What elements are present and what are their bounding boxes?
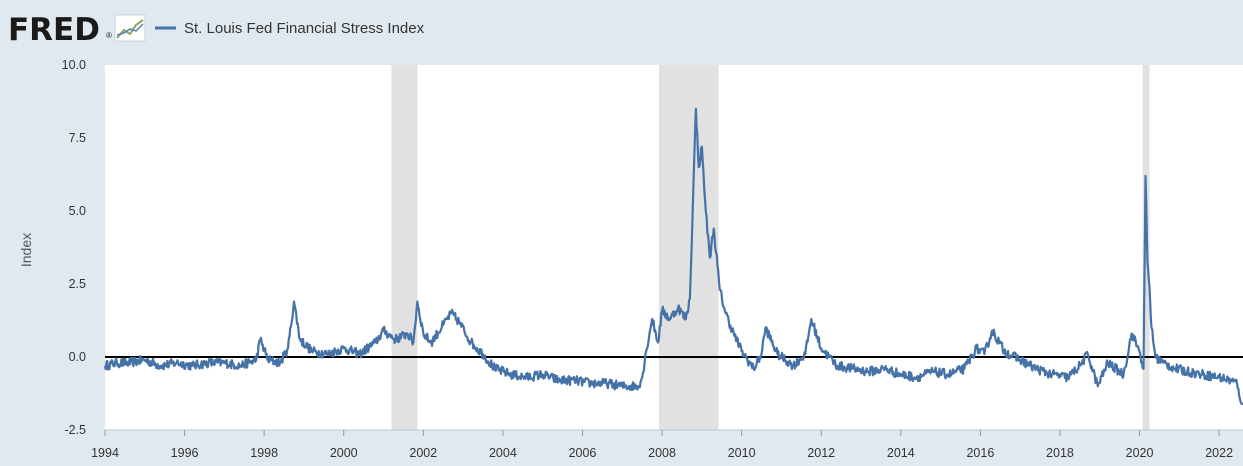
y-tick-label: 0.0: [69, 350, 86, 364]
x-tick-label: 2006: [569, 446, 597, 460]
x-tick-label: 2002: [409, 446, 437, 460]
fred-logo[interactable]: FRED ®: [8, 12, 146, 48]
x-tick-label: 2010: [728, 446, 756, 460]
x-tick-label: 1996: [171, 446, 199, 460]
x-tick-label: 2014: [887, 446, 915, 460]
x-tick-label: 2018: [1046, 446, 1074, 460]
x-tick-label: 1994: [91, 446, 119, 460]
y-axis: -2.5 0.0 2.5 5.0 7.5 10.0: [62, 58, 86, 437]
fred-logo-registered: ®: [106, 31, 112, 40]
x-tick-label: 1998: [250, 446, 278, 460]
x-tick-label: 2016: [966, 446, 994, 460]
fred-logo-text: FRED: [8, 12, 100, 48]
y-tick-label: 2.5: [69, 277, 86, 291]
x-tick-label: 2020: [1126, 446, 1154, 460]
recession-band-0: [391, 65, 418, 430]
x-tick-label: 2012: [807, 446, 835, 460]
y-tick-label: 10.0: [62, 58, 86, 72]
y-tick-label: -2.5: [64, 423, 86, 437]
line-chart-icon: [114, 14, 146, 42]
x-tick-label: 2000: [330, 446, 358, 460]
x-tick-label: 2022: [1205, 446, 1233, 460]
series-line-0: [103, 107, 1243, 405]
x-tick-label: 2008: [648, 446, 676, 460]
legend[interactable]: St. Louis Fed Financial Stress Index: [155, 20, 425, 37]
x-tick-label: 2004: [489, 446, 517, 460]
y-tick-label: 7.5: [69, 131, 86, 145]
y-tick-label: 5.0: [69, 204, 86, 218]
y-axis-title: Index: [18, 233, 34, 267]
x-axis: 1994 1996 1998 2000 2002 2004 2006 2008 2010 2012…: [91, 429, 1243, 460]
series-group: [103, 107, 1243, 405]
legend-label: St. Louis Fed Financial Stress Index: [184, 20, 425, 37]
